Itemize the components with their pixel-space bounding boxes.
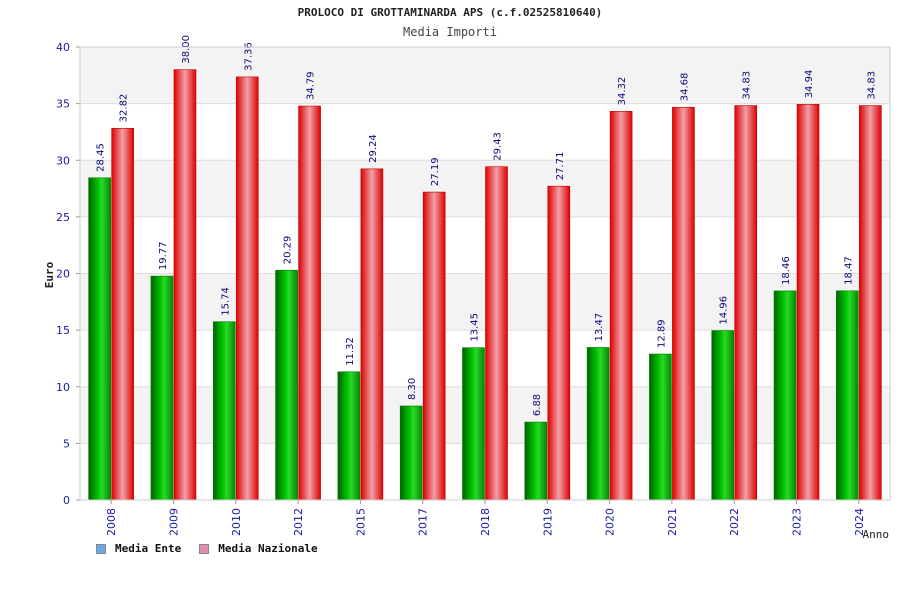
bar (173, 69, 197, 501)
x-tick-label: 2017 (417, 508, 430, 536)
plot-band (80, 216, 890, 274)
data-label: 34.94 (804, 70, 815, 99)
x-tick-label: 2010 (230, 508, 243, 536)
data-label: 38.00 (181, 35, 192, 64)
legend-item-media-ente: Media Ente (96, 542, 181, 555)
bar (773, 290, 797, 501)
x-tick-label: 2009 (167, 508, 180, 536)
data-label: 13.47 (594, 313, 605, 342)
data-label: 27.19 (430, 157, 441, 186)
x-tick-label: 2015 (354, 508, 367, 536)
data-label: 34.68 (679, 73, 690, 102)
data-label: 13.45 (470, 313, 481, 342)
legend-label: Media Ente (115, 542, 182, 555)
x-tick-label: 2022 (728, 508, 741, 536)
data-label: 20.29 (283, 236, 294, 265)
y-tick-label: 15 (56, 324, 70, 337)
data-label: 11.32 (345, 337, 356, 366)
axes-group: 0 5 10 15 20 25 30 35 40 2008 2009 2010 2012 2015 2017… (56, 41, 891, 536)
data-label: 34.83 (742, 71, 753, 100)
data-label: 18.47 (843, 256, 854, 285)
data-label: 8.30 (407, 378, 418, 400)
bars-group: 28.45 32.82 19.77 38.00 15.74 37.36 20.29 34.79… (88, 35, 882, 501)
data-label: 14.96 (719, 296, 730, 325)
x-tick-label: 2020 (604, 508, 617, 536)
plot-band (80, 47, 890, 104)
y-tick-label: 35 (56, 98, 70, 111)
bar (711, 330, 735, 501)
bar (212, 321, 236, 501)
bar (88, 177, 111, 501)
legend: Media Ente Media Nazionale (96, 542, 336, 555)
bar (796, 104, 820, 501)
y-tick-label: 20 (56, 268, 70, 281)
data-label: 15.74 (220, 287, 231, 316)
data-label: 19.77 (158, 241, 169, 270)
x-tick-label: 2019 (541, 508, 554, 536)
chart-title: PROLOCO DI GROTTAMINARDA APS (c.f.025258… (297, 6, 603, 19)
data-label: 34.83 (866, 71, 877, 100)
y-tick-label: 0 (63, 494, 70, 507)
x-tick-label: 2024 (853, 508, 866, 536)
y-axis-label: Euro (43, 261, 56, 288)
bar (609, 111, 633, 501)
legend-label: Media Nazionale (218, 542, 318, 555)
bar (859, 105, 882, 501)
y-tick-label: 5 (63, 437, 70, 450)
data-label: 18.46 (781, 256, 792, 285)
bar (462, 347, 485, 501)
bar (235, 76, 259, 501)
data-label: 29.24 (368, 134, 379, 163)
plot-band (80, 443, 890, 500)
y-tick-label: 10 (56, 381, 70, 394)
bar (111, 128, 134, 501)
plot-band (80, 386, 890, 444)
data-label: 27.71 (555, 152, 566, 181)
bar (275, 269, 298, 501)
bar (586, 347, 610, 501)
data-label: 37.36 (243, 42, 254, 71)
bar (649, 353, 672, 501)
x-axis-label: Anno (863, 528, 890, 541)
bar (150, 275, 174, 501)
plot-band (80, 273, 890, 331)
x-tick-label: 2018 (479, 508, 492, 536)
data-label: 29.43 (493, 132, 504, 161)
data-label: 6.88 (532, 394, 543, 416)
x-tick-label: 2023 (791, 508, 804, 536)
bar (399, 405, 423, 501)
x-tick-label: 2021 (666, 508, 679, 536)
bar (298, 105, 321, 501)
bar (672, 106, 695, 501)
bar (836, 290, 859, 501)
bar (360, 168, 384, 501)
legend-item-media-nazionale: Media Nazionale (199, 542, 318, 555)
bar (485, 166, 508, 501)
x-tick-label: 2008 (105, 508, 118, 536)
bar (422, 191, 446, 501)
bar (547, 185, 571, 501)
plot-band (80, 160, 890, 217)
legend-swatch-icon (199, 543, 210, 554)
data-label: 12.89 (656, 319, 667, 348)
data-label: 34.79 (306, 71, 317, 100)
plot-band (80, 103, 890, 161)
y-tick-label: 30 (56, 154, 70, 167)
plot-band (80, 330, 890, 387)
x-tick-label: 2012 (292, 508, 305, 536)
legend-swatch-icon (96, 543, 106, 554)
y-tick-label: 40 (56, 41, 70, 54)
y-tick-label: 25 (56, 211, 70, 224)
bar (734, 105, 758, 501)
data-label: 28.45 (96, 143, 107, 172)
chart-subtitle: Media Importi (403, 25, 497, 39)
bar (337, 371, 361, 501)
bar (524, 421, 548, 501)
data-label: 32.82 (119, 94, 130, 123)
data-label: 34.32 (617, 77, 628, 106)
